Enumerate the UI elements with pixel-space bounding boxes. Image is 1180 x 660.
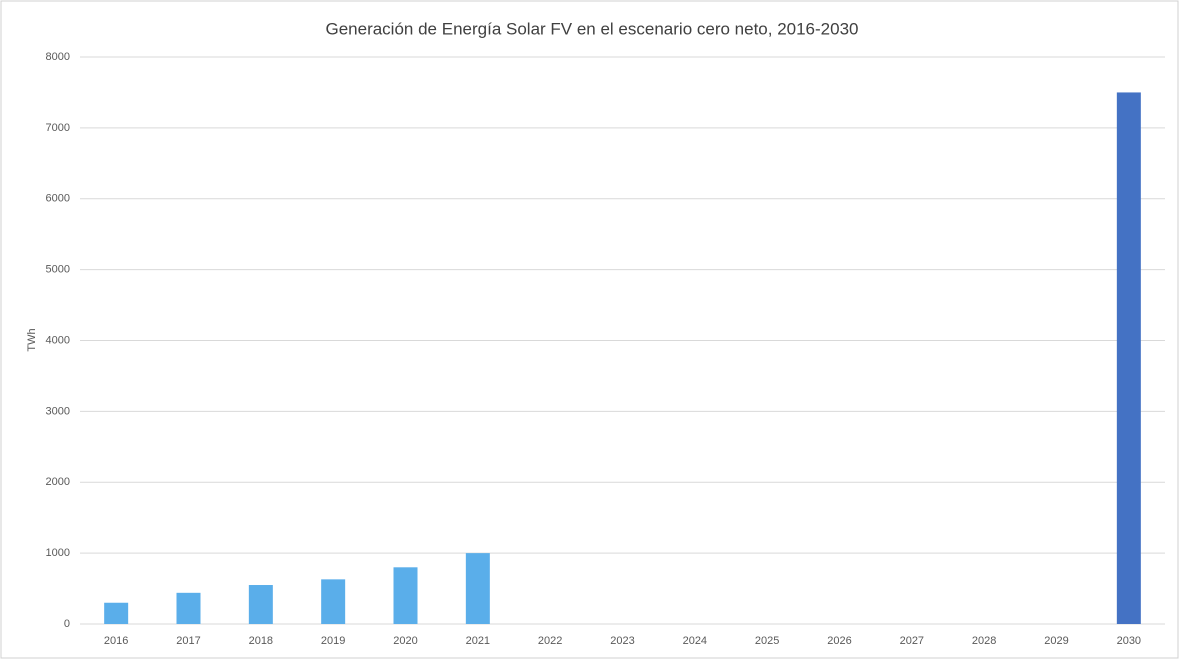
y-tick-label: 6000 [46, 193, 70, 205]
y-tick-label: 4000 [46, 334, 70, 346]
bar [1116, 92, 1141, 624]
y-tick-label: 7000 [46, 122, 70, 134]
x-tick-label: 2020 [393, 635, 417, 647]
x-tick-label: 2028 [972, 635, 996, 647]
y-tick-label: 3000 [46, 405, 70, 417]
x-tick-label: 2029 [1044, 635, 1068, 647]
x-tick-label: 2016 [104, 635, 128, 647]
y-tick-label: 5000 [46, 264, 70, 276]
bar [465, 553, 490, 624]
x-tick-label: 2026 [827, 635, 851, 647]
x-tick-label: 2017 [176, 635, 200, 647]
x-tick-label: 2027 [900, 635, 924, 647]
y-tick-label: 0 [64, 618, 70, 630]
y-tick-label: 2000 [46, 476, 70, 488]
bar [176, 592, 201, 624]
x-tick-label: 2021 [466, 635, 490, 647]
bar [104, 602, 129, 624]
x-tick-label: 2024 [683, 635, 707, 647]
x-tick-label: 2023 [610, 635, 634, 647]
y-tick-label: 8000 [46, 51, 70, 63]
bar [248, 585, 273, 624]
x-tick-label: 2019 [321, 635, 345, 647]
bar [321, 579, 346, 624]
x-tick-label: 2030 [1117, 635, 1141, 647]
bar [393, 567, 418, 624]
x-tick-label: 2018 [249, 635, 273, 647]
x-tick-label: 2022 [538, 635, 562, 647]
chart-title: Generación de Energía Solar FV en el esc… [325, 19, 858, 38]
y-axis-label: TWh [26, 328, 38, 351]
x-tick-label: 2025 [755, 635, 779, 647]
y-tick-label: 1000 [46, 547, 70, 559]
